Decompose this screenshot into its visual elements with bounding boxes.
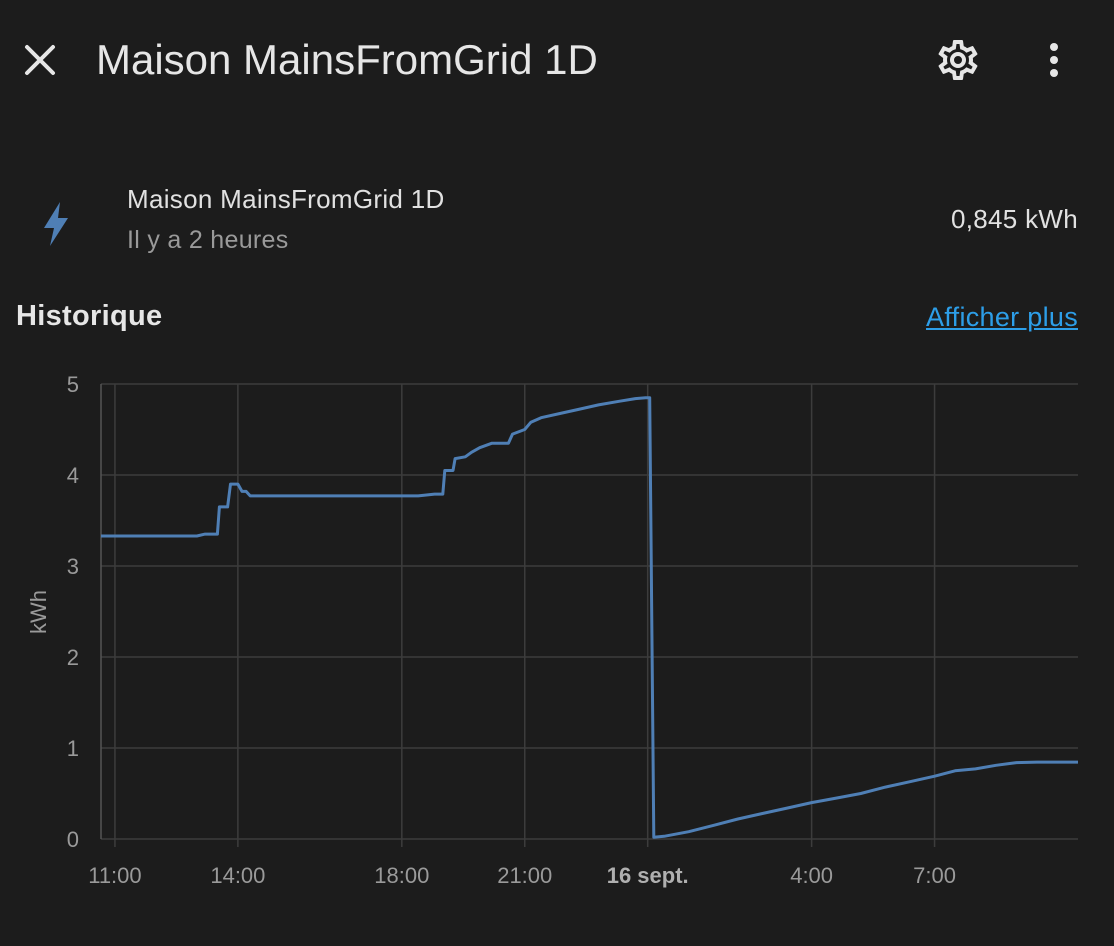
y-tick-label: 1 bbox=[67, 736, 79, 761]
y-tick-label: 4 bbox=[67, 463, 79, 488]
chart-grid bbox=[101, 383, 1078, 847]
chart-axes: 0 1 2 3 4 5 11:00 14:00 18:00 21:00 16 sept. 4:00 7:… bbox=[67, 372, 956, 888]
dialog-header: Maison MainsFromGrid 1D bbox=[0, 0, 1114, 120]
show-more-link[interactable]: Afficher plus bbox=[926, 302, 1078, 332]
x-tick-label: 7:00 bbox=[913, 863, 956, 888]
dialog-title: Maison MainsFromGrid 1D bbox=[96, 36, 598, 83]
more-options-button[interactable] bbox=[1030, 36, 1078, 84]
x-tick-label: 4:00 bbox=[790, 863, 833, 888]
more-vertical-icon bbox=[1050, 43, 1058, 77]
series-line bbox=[101, 396, 1078, 839]
y-tick-label: 3 bbox=[67, 554, 79, 579]
x-tick-label: 14:00 bbox=[210, 863, 265, 888]
x-tick-label: 16 sept. bbox=[607, 863, 689, 888]
settings-button[interactable] bbox=[934, 36, 982, 84]
entity-name: Maison MainsFromGrid 1D bbox=[127, 184, 445, 214]
close-icon bbox=[25, 45, 55, 75]
x-tick-label: 21:00 bbox=[497, 863, 552, 888]
entity-last-changed: Il y a 2 heures bbox=[127, 226, 289, 254]
gear-icon bbox=[938, 40, 978, 80]
x-tick-label: 11:00 bbox=[88, 863, 141, 888]
chart-series bbox=[101, 396, 1078, 839]
entity-row: Maison MainsFromGrid 1D Il y a 2 heures … bbox=[0, 170, 1114, 280]
x-tick-label: 18:00 bbox=[374, 863, 429, 888]
lightning-bolt-icon bbox=[44, 202, 68, 246]
y-tick-label: 2 bbox=[67, 645, 79, 670]
y-tick-label: 0 bbox=[67, 827, 79, 852]
y-tick-label: 5 bbox=[67, 372, 79, 397]
history-chart: 0 1 2 3 4 5 11:00 14:00 18:00 21:00 16 sept. 4:00 7:… bbox=[26, 372, 1078, 888]
history-title: Historique bbox=[16, 300, 163, 332]
close-button[interactable] bbox=[18, 38, 62, 82]
entity-state: 0,845 kWh bbox=[951, 204, 1078, 234]
y-axis-label: kWh bbox=[26, 590, 51, 634]
